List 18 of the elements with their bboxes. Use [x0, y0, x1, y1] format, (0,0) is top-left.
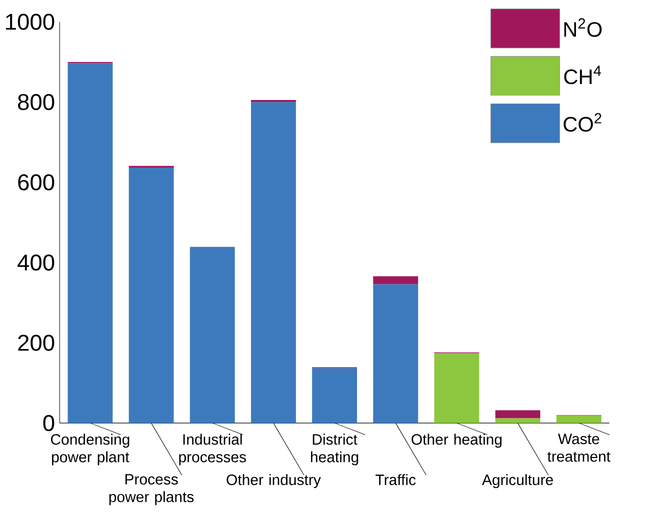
- x-tick-label: Waste treatment: [547, 434, 610, 462]
- x-tick-label: Other industry: [226, 474, 321, 488]
- x-tick-label: Agriculture: [482, 474, 553, 488]
- x-tick-label: Process power plants: [109, 474, 194, 506]
- legend-label: N$^{2}$O: [564, 18, 602, 37]
- x-tick-label: Traffic: [376, 474, 416, 486]
- y-tick-label: 400: [18, 254, 54, 271]
- x-tick-label: Other heating: [412, 434, 502, 448]
- y-tick-label: 1000: [6, 14, 54, 30]
- y-tick-label: 0: [43, 415, 54, 432]
- x-tick-label: Condensing power plant: [50, 434, 130, 466]
- y-tick-label: 800: [18, 94, 54, 110]
- y-tick-label: 200: [18, 334, 54, 351]
- y-tick-label: 600: [18, 174, 54, 190]
- legend-label: CO$^{2}$: [564, 113, 602, 132]
- x-tick-label: District heating: [311, 434, 358, 466]
- legend-label: CH$^{4}$: [564, 66, 601, 84]
- x-tick-label: Industrial processes: [179, 434, 246, 466]
